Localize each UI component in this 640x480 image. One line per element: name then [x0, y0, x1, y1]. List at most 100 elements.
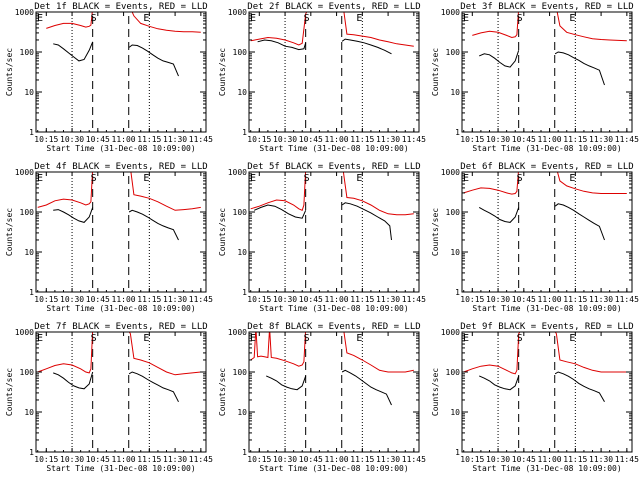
x-tick-label: 11:30: [163, 455, 187, 464]
chart-series-group: [472, 12, 627, 86]
x-tick-label: 11:30: [589, 455, 613, 464]
x-tick-label: 11:30: [163, 135, 187, 144]
y-tick-label: 100: [233, 48, 248, 57]
x-tick-label: 11:00: [538, 455, 562, 464]
end-marker-label: E: [356, 13, 362, 24]
y-axis-label: Counts/sec: [218, 48, 227, 96]
y-tick-label: 100: [233, 208, 248, 217]
series-line-lld: [472, 12, 627, 42]
x-tick-label: 11:30: [163, 295, 187, 304]
x-tick-label: 10:45: [299, 295, 323, 304]
series-line-lld: [463, 332, 627, 375]
y-axis-label: Counts/sec: [431, 48, 440, 96]
x-tick-label: 10:15: [34, 295, 58, 304]
chart-title: Det 3f BLACK = Events, RED = LLD: [460, 2, 633, 12]
series-line-lld: [250, 12, 414, 47]
y-tick-label: 1000: [15, 8, 34, 17]
end-marker-label: E: [37, 13, 43, 24]
chart-series-group: [463, 332, 627, 403]
y-tick-label: 1: [29, 288, 34, 297]
x-tick-label: 10:45: [86, 295, 110, 304]
series-line-lld: [37, 172, 201, 211]
x-tick-label: 11:15: [137, 295, 161, 304]
start-marker-label: S: [304, 333, 310, 344]
series-line-events: [478, 203, 605, 241]
x-tick-label: 11:00: [112, 135, 136, 144]
end-marker-label: E: [356, 333, 362, 344]
chart-series-group: [250, 332, 414, 406]
y-tick-label: 1000: [228, 8, 247, 17]
y-axis-label: Counts/sec: [218, 208, 227, 256]
y-tick-label: 1: [242, 288, 247, 297]
x-tick-label: 11:30: [376, 455, 400, 464]
chart-series-group: [46, 12, 201, 77]
x-tick-label: 10:30: [273, 135, 297, 144]
start-marker-label: S: [91, 173, 97, 184]
start-marker-label: S: [517, 173, 523, 184]
end-marker-label: E: [37, 173, 43, 184]
x-axis-label: Start Time (31-Dec-08 10:09:00): [259, 464, 408, 473]
y-tick-label: 1: [455, 448, 460, 457]
x-tick-label: 11:45: [402, 455, 426, 464]
series-line-events: [53, 207, 179, 241]
x-tick-label: 10:30: [273, 295, 297, 304]
chart-title: Det 7f BLACK = Events, RED = LLD: [34, 322, 207, 332]
series-line-lld: [250, 172, 414, 216]
x-tick-label: 11:45: [615, 455, 639, 464]
x-tick-label: 10:45: [512, 455, 536, 464]
y-tick-label: 10: [237, 248, 247, 257]
x-tick-label: 10:15: [34, 455, 58, 464]
y-tick-label: 100: [446, 368, 461, 377]
y-tick-label: 10: [24, 408, 34, 417]
chart-series-group: [37, 172, 201, 241]
series-line-events: [254, 202, 392, 241]
series-line-events: [53, 41, 179, 77]
x-tick-label: 11:45: [189, 455, 213, 464]
end-marker-label: E: [356, 173, 362, 184]
chart-title: Det 6f BLACK = Events, RED = LLD: [460, 162, 633, 172]
x-tick-label: 11:15: [563, 455, 587, 464]
y-axis-label: Counts/sec: [218, 368, 227, 416]
y-tick-label: 100: [20, 208, 35, 217]
y-tick-label: 100: [446, 48, 461, 57]
x-tick-label: 10:15: [247, 295, 271, 304]
end-marker-label: E: [37, 333, 43, 344]
end-marker-label: E: [463, 13, 469, 24]
y-tick-label: 1: [455, 128, 460, 137]
end-marker-label: E: [250, 333, 256, 344]
chart-series-group: [250, 172, 414, 241]
y-tick-label: 100: [233, 368, 248, 377]
x-tick-label: 11:00: [325, 455, 349, 464]
x-tick-label: 11:00: [538, 135, 562, 144]
end-marker-label: E: [143, 13, 149, 24]
y-tick-label: 100: [20, 368, 35, 377]
y-tick-label: 10: [237, 88, 247, 97]
y-tick-label: 10: [24, 248, 34, 257]
chart-title: Det 2f BLACK = Events, RED = LLD: [247, 2, 420, 12]
x-tick-label: 11:30: [376, 295, 400, 304]
chart-series-group: [250, 12, 414, 55]
x-tick-label: 10:30: [486, 295, 510, 304]
x-axis-label: Start Time (31-Dec-08 10:09:00): [46, 464, 195, 473]
series-line-events: [265, 369, 392, 406]
x-tick-label: 10:45: [86, 135, 110, 144]
x-axis-label: Start Time (31-Dec-08 10:09:00): [46, 144, 195, 153]
y-tick-label: 10: [450, 408, 460, 417]
x-axis-label: Start Time (31-Dec-08 10:09:00): [472, 144, 621, 153]
x-tick-label: 11:30: [376, 135, 400, 144]
series-line-events: [478, 371, 605, 403]
x-tick-label: 10:30: [60, 295, 84, 304]
end-marker-label: E: [250, 173, 256, 184]
series-line-lld: [46, 12, 201, 33]
y-axis-label: Counts/sec: [5, 368, 14, 416]
x-axis-label: Start Time (31-Dec-08 10:09:00): [259, 144, 408, 153]
x-tick-label: 10:30: [486, 455, 510, 464]
plot-frame: [248, 11, 420, 133]
x-tick-label: 11:45: [402, 135, 426, 144]
